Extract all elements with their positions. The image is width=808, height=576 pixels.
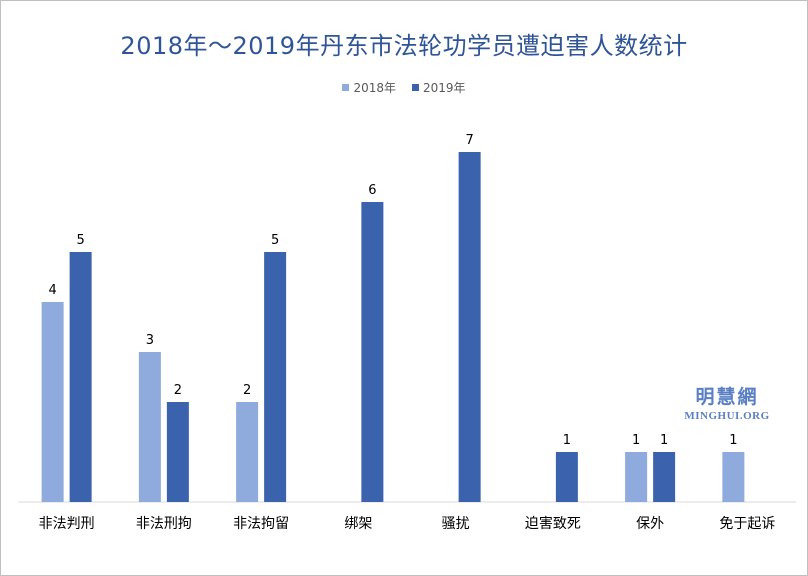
- data-label-2019-1: 2: [174, 383, 182, 398]
- data-label-2019-3: 6: [368, 183, 376, 198]
- bar-2018-7: [722, 452, 744, 502]
- bar-2019-3: [361, 202, 383, 502]
- bar-2019-6: [653, 452, 675, 502]
- bar-2019-4: [459, 152, 481, 502]
- bar-2018-0: [42, 302, 64, 502]
- bar-2019-2: [264, 252, 286, 502]
- data-label-2018-0: 4: [48, 283, 56, 298]
- category-label-2: 非法拘留: [233, 516, 289, 532]
- watermark-text-en: MINGHUI.ORG: [682, 410, 772, 422]
- data-label-2018-1: 3: [146, 333, 154, 348]
- bar-2019-5: [556, 452, 578, 502]
- data-label-2019-2: 5: [271, 233, 279, 248]
- data-label-2019-4: 7: [465, 133, 473, 148]
- category-label-1: 非法刑拘: [136, 516, 192, 532]
- category-label-4: 骚扰: [442, 516, 470, 532]
- category-label-3: 绑架: [344, 516, 372, 532]
- category-label-0: 非法判刑: [39, 516, 95, 532]
- bar-2019-1: [167, 402, 189, 502]
- data-label-2018-2: 2: [243, 383, 251, 398]
- category-label-5: 迫害致死: [525, 516, 581, 532]
- category-label-6: 保外: [636, 516, 664, 532]
- data-label-2019-6: 1: [660, 433, 668, 448]
- data-label-2018-7: 1: [729, 433, 737, 448]
- data-label-2018-6: 1: [632, 433, 640, 448]
- bar-2018-1: [139, 352, 161, 502]
- data-label-2019-5: 1: [563, 433, 571, 448]
- watermark-text-cn: 明慧網: [682, 382, 772, 409]
- bar-2018-6: [625, 452, 647, 502]
- bar-2019-0: [70, 252, 92, 502]
- bar-2018-2: [236, 402, 258, 502]
- minghui-watermark: 明慧網 MINGHUI.ORG: [682, 382, 772, 422]
- data-label-2019-0: 5: [76, 233, 84, 248]
- category-label-7: 免于起诉: [719, 516, 775, 532]
